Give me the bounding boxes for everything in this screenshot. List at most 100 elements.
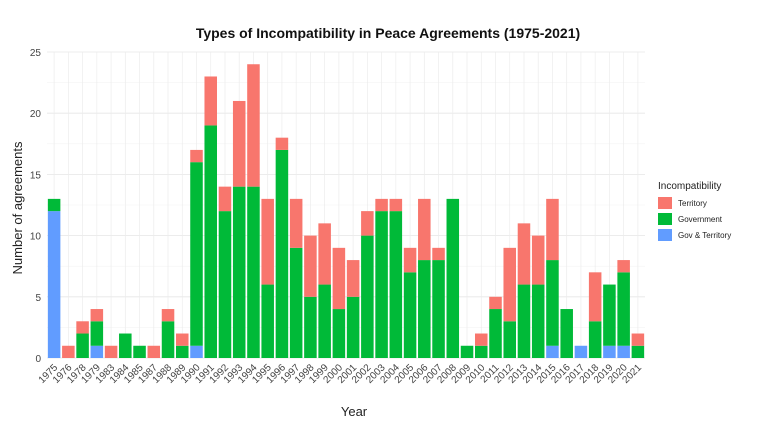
y-tick-label: 10 [30,232,42,243]
bar-government-1978 [76,333,89,358]
bar-territory-1995 [261,198,274,285]
bar-government-1989 [176,345,189,358]
bar-gov-territory-2019 [603,345,616,358]
bar-government-2004 [389,211,403,358]
bar-government-2016 [560,309,573,358]
axis-layer: 0510152025197519761978197919831984198519… [30,48,644,386]
bar-territory-2010 [475,333,488,346]
bar-territory-1976 [62,345,75,358]
bar-territory-2013 [517,223,531,285]
bar-territory-2021 [631,333,645,346]
bar-government-2002 [361,235,374,358]
bar-territory-2014 [531,235,545,285]
legend-label: Gov & Territory [678,231,731,240]
bar-government-2018 [588,321,602,358]
legend-swatch-territory [658,197,672,209]
bar-government-2007 [432,260,445,358]
bar-gov-territory-1990 [190,345,203,358]
bar-territory-2006 [418,198,431,261]
bar-territory-2005 [403,247,417,273]
legend-swatch-gov-territory [658,229,672,241]
bar-government-1992 [218,211,232,358]
legend-title: Incompatibility [658,181,721,192]
bar-government-2000 [332,309,346,358]
bar-territory-1979 [90,309,104,322]
bar-government-1975 [47,198,61,212]
y-tick-label: 15 [30,170,42,181]
bar-government-2015 [546,260,559,346]
bar-territory-2000 [332,247,346,310]
bar-government-2014 [531,284,545,358]
bar-territory-1978 [76,321,89,334]
bar-territory-1998 [304,235,317,297]
legend-label: Territory [678,199,707,208]
bar-territory-2003 [375,198,388,212]
bar-territory-2018 [588,272,602,322]
bar-gov-territory-1975 [47,211,61,358]
bar-government-2001 [346,296,360,358]
bar-territory-1991 [204,76,217,126]
bar-government-2012 [503,321,516,358]
bar-territory-1988 [161,309,175,322]
bar-territory-2015 [546,198,559,261]
bar-government-2003 [375,211,388,358]
bar-government-2005 [403,272,417,358]
legend: Incompatibility Territory Government Gov &… [658,181,731,241]
y-tick-label: 25 [30,48,42,59]
bar-government-1985 [133,345,146,358]
bar-government-2021 [631,345,645,358]
bar-government-2008 [446,198,460,358]
bar-territory-1996 [275,137,289,150]
bar-territory-2020 [617,260,630,273]
bar-territory-1992 [218,186,232,212]
y-tick-label: 20 [30,109,42,120]
bar-government-2010 [475,345,488,358]
bar-territory-2001 [346,260,360,297]
bar-gov-territory-2017 [574,345,588,358]
bar-government-1990 [190,162,203,346]
y-tick-label: 0 [35,354,41,365]
bar-territory-2004 [389,198,403,212]
bar-government-1984 [119,333,132,358]
bar-government-2009 [460,345,474,358]
bar-government-2019 [603,284,616,346]
bar-government-1999 [318,284,331,358]
bar-government-2020 [617,272,630,346]
bar-government-2011 [489,309,502,358]
bar-government-1979 [90,321,104,346]
bar-territory-1997 [289,198,303,248]
bar-territory-2011 [489,296,502,310]
bar-territory-1983 [104,345,118,358]
bar-layer [47,64,645,358]
y-axis-title: Number of agreements [10,141,25,274]
bar-territory-1994 [247,64,260,187]
chart-title: Types of Incompatibility in Peace Agreem… [196,25,580,41]
legend-swatch-government [658,213,672,225]
y-tick-label: 5 [35,293,41,304]
legend-label: Government [678,215,723,224]
bar-territory-1999 [318,223,331,285]
bar-government-1998 [304,296,317,358]
bar-government-2013 [517,284,531,358]
bar-territory-1989 [176,333,189,346]
bar-gov-territory-2020 [617,345,630,358]
bar-territory-2007 [432,247,445,261]
bar-government-1994 [247,186,260,358]
bar-territory-1990 [190,149,203,163]
bar-government-1995 [261,284,274,358]
x-axis-title: Year [341,404,368,419]
bar-government-1991 [204,125,217,358]
bar-government-2006 [418,260,431,358]
bar-territory-2012 [503,247,516,322]
bar-gov-territory-1979 [90,345,104,358]
bar-government-1997 [289,247,303,358]
bar-government-1988 [161,321,175,358]
bar-territory-2002 [361,211,374,236]
bar-government-1993 [232,186,246,358]
bar-territory-1987 [147,345,161,358]
bar-gov-territory-2015 [546,345,559,358]
bar-territory-1993 [232,100,246,187]
bar-government-1996 [275,149,289,358]
